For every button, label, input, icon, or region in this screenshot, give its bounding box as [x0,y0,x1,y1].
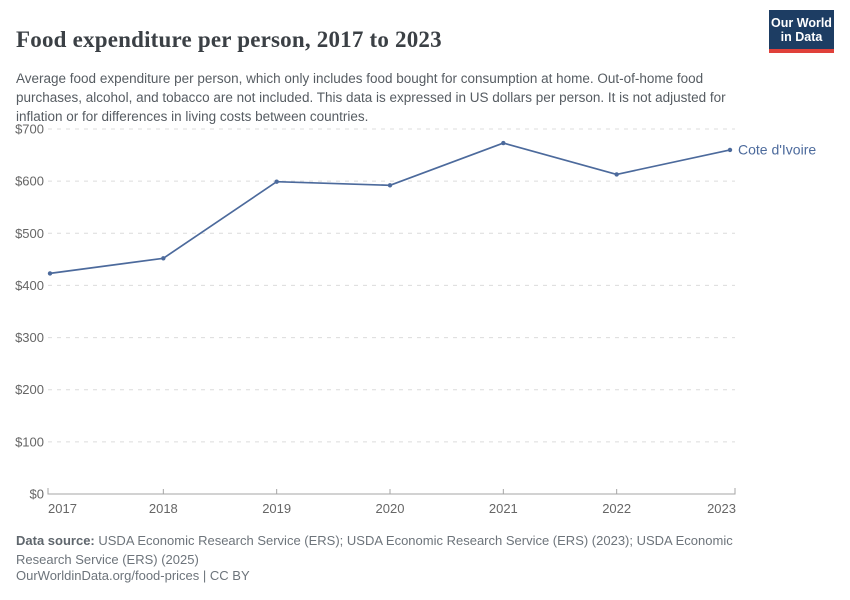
y-tick-label: $100 [15,434,44,449]
y-tick-label: $600 [15,174,44,189]
data-point [274,179,279,184]
x-tick-label: 2021 [489,501,518,516]
citation-line: OurWorldinData.org/food-prices | CC BY [16,568,250,583]
y-tick-label: $400 [15,278,44,293]
chart-subtitle: Average food expenditure per person, whi… [16,70,726,124]
y-tick-label: $500 [15,226,44,241]
data-source-label: Data source: [16,533,95,548]
x-tick-label: 2019 [262,501,291,516]
x-tick-label: 2023 [707,501,736,516]
x-tick-label: 2018 [149,501,178,516]
data-source-line: Data source: USDA Economic Research Serv… [16,532,768,569]
data-point [161,256,166,261]
owid-logo: Our World in Data [769,10,834,53]
data-point [47,271,53,276]
data-point [501,140,506,146]
series-label: Cote d'Ivoire [738,141,816,157]
data-line [49,142,731,275]
y-tick-label: $700 [15,122,44,137]
owid-logo-line2: in Data [780,30,823,44]
y-tick-label: $300 [15,330,44,345]
x-tick-label: 2022 [602,501,631,516]
chart-title: Food expenditure per person, 2017 to 202… [16,27,442,53]
data-point [727,147,733,153]
x-tick-label: 2020 [376,501,405,516]
data-source-text: USDA Economic Research Service (ERS); US… [16,533,733,567]
data-point [387,183,393,188]
x-axis-line [47,488,736,495]
data-point [614,172,619,177]
y-tick-label: $200 [15,382,44,397]
owid-logo-line1: Our World [771,16,832,30]
y-tick-label: $0 [30,487,44,502]
x-tick-label: 2017 [48,501,77,516]
